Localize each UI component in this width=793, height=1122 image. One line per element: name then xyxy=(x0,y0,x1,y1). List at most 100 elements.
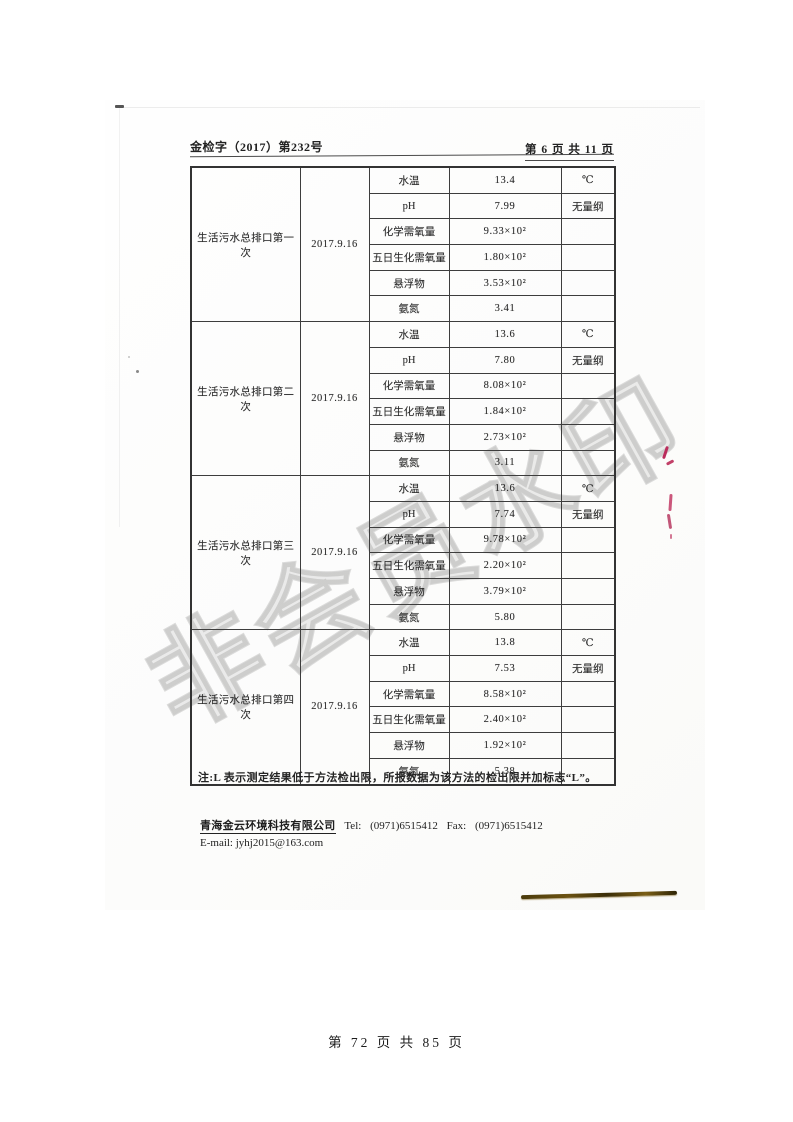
table-row: pH 7.99 无量纲 xyxy=(191,192,616,220)
unit-cell xyxy=(560,244,616,271)
parameter-cell: 五日生化需氧量 xyxy=(368,552,450,579)
unit-cell xyxy=(560,269,616,297)
value-cell: 3.79×10² xyxy=(448,578,562,605)
sample-date-cell: 2017.9.16 xyxy=(299,475,370,631)
unit-cell: ℃ xyxy=(560,475,616,502)
unit-cell: ℃ xyxy=(560,629,616,657)
page-footer: 第 72 页 共 85 页 xyxy=(328,1035,465,1050)
parameter-cell: 化学需氧量 xyxy=(368,526,450,554)
scan-border-artifact xyxy=(119,107,120,527)
sample-date-cell: 2017.9.16 xyxy=(299,629,370,785)
value-cell: 2.40×10² xyxy=(448,706,562,734)
contact-block: 青海金云环境科技有限公司 Tel: (0971)6515412 Fax: (09… xyxy=(200,817,630,849)
table-row: 氨氮 3.11 xyxy=(191,449,616,477)
parameter-cell: 水温 xyxy=(368,321,450,348)
parameter-cell: 悬浮物 xyxy=(368,423,450,451)
unit-cell xyxy=(560,732,616,759)
fax-label: Fax: xyxy=(446,820,467,832)
value-cell: 8.58×10² xyxy=(448,680,562,708)
scan-border-artifact xyxy=(118,107,700,108)
unit-cell: 无量纲 xyxy=(560,346,616,374)
parameter-cell: 化学需氧量 xyxy=(368,218,450,246)
parameter-cell: 五日生化需氧量 xyxy=(368,398,450,425)
table-row: 化学需氧量 9.33×10² xyxy=(191,218,616,246)
unit-cell: ℃ xyxy=(560,321,616,348)
sample-date-cell: 2017.9.16 xyxy=(299,321,370,477)
value-cell: 1.92×10² xyxy=(448,732,562,759)
tel-label: Tel: xyxy=(344,820,362,832)
table-row: 氨氮 3.41 xyxy=(191,295,616,323)
table-row: 五日生化需氧量 1.84×10² xyxy=(191,398,616,425)
parameter-cell: 水温 xyxy=(368,475,450,502)
parameter-cell: 悬浮物 xyxy=(368,269,450,297)
value-cell: 13.6 xyxy=(448,321,562,348)
table-row: 生活污水总排口第二次 2017.9.16 水温 13.6 ℃ xyxy=(190,321,616,477)
table-row: 氨氮 5.80 xyxy=(191,603,616,631)
table-row: pH 7.74 无量纲 xyxy=(191,500,616,528)
unit-cell: 无量纲 xyxy=(560,192,616,220)
table-row: 五日生化需氧量 2.20×10² xyxy=(191,552,616,579)
footnote: 注:L 表示测定结果低于方法检出限，所报数据为该方法的检出限并加标志“L”。 xyxy=(198,772,597,784)
unit-cell xyxy=(560,449,616,477)
parameter-cell: pH xyxy=(368,500,450,528)
table-row: pH 7.53 无量纲 xyxy=(191,655,616,682)
parameter-cell: 氨氮 xyxy=(368,757,450,786)
sample-date-cell: 2017.9.16 xyxy=(299,166,370,323)
parameter-cell: 氨氮 xyxy=(368,295,450,323)
results-table: 生活污水总排口第一次 2017.9.16 水温 13.4 ℃ pH 7.99 无量纲 化学需氧量… xyxy=(190,166,616,786)
company-name: 青海金云环境科技有限公司 xyxy=(200,820,336,834)
unit-cell xyxy=(560,423,616,451)
value-cell: 7.53 xyxy=(448,655,562,682)
parameter-cell: 化学需氧量 xyxy=(368,680,450,708)
value-cell: 13.6 xyxy=(448,475,562,502)
unit-cell xyxy=(560,398,616,425)
unit-cell: 无量纲 xyxy=(560,500,616,528)
email-address: jyhj2015@163.com xyxy=(235,837,324,849)
tel-number: (0971)6515412 xyxy=(370,820,438,832)
value-cell: 3.11 xyxy=(448,449,562,477)
table-row: 悬浮物 3.53×10² xyxy=(191,269,616,297)
parameter-cell: pH xyxy=(368,192,450,220)
value-cell: 9.78×10² xyxy=(448,526,562,554)
unit-cell xyxy=(560,578,616,605)
table-row: 化学需氧量 8.58×10² xyxy=(191,680,616,708)
value-cell: 5.38 xyxy=(448,757,562,786)
value-cell: 3.41 xyxy=(448,295,562,323)
table-row: 化学需氧量 8.08×10² xyxy=(191,372,616,400)
value-cell: 13.8 xyxy=(448,629,562,657)
scan-corner-mark xyxy=(115,105,124,108)
red-ink-mark xyxy=(670,534,672,539)
parameter-cell: 化学需氧量 xyxy=(368,372,450,400)
parameter-cell: pH xyxy=(368,346,450,374)
value-cell: 7.74 xyxy=(448,500,562,528)
unit-cell xyxy=(560,218,616,246)
value-cell: 1.80×10² xyxy=(448,244,562,271)
table-row: pH 7.80 无量纲 xyxy=(191,346,616,374)
fax-number: (0971)6515412 xyxy=(474,820,543,832)
table-row: 化学需氧量 9.78×10² xyxy=(191,526,616,554)
parameter-cell: 水温 xyxy=(368,166,450,194)
unit-cell xyxy=(560,295,616,323)
value-cell: 3.53×10² xyxy=(448,269,562,297)
unit-cell xyxy=(560,757,616,786)
value-cell: 13.4 xyxy=(448,166,562,194)
value-cell: 5.80 xyxy=(448,603,562,631)
parameter-cell: pH xyxy=(368,655,450,682)
email-label: E-mail: xyxy=(200,837,233,849)
table-row: 悬浮物 3.79×10² xyxy=(191,578,616,605)
sample-name-cell: 生活污水总排口第一次 xyxy=(190,166,301,323)
unit-cell xyxy=(560,603,616,631)
parameter-cell: 水温 xyxy=(368,629,450,657)
value-cell: 7.80 xyxy=(448,346,562,374)
value-cell: 1.84×10² xyxy=(448,398,562,425)
sample-name-cell: 生活污水总排口第二次 xyxy=(190,321,301,477)
unit-cell xyxy=(560,706,616,734)
parameter-cell: 五日生化需氧量 xyxy=(368,706,450,734)
scan-speck xyxy=(136,370,139,373)
parameter-cell: 悬浮物 xyxy=(368,578,450,605)
sample-name-cell: 生活污水总排口第三次 xyxy=(190,475,301,631)
value-cell: 8.08×10² xyxy=(448,372,562,400)
table-row: 生活污水总排口第一次 2017.9.16 水温 13.4 ℃ xyxy=(190,166,616,323)
parameter-cell: 五日生化需氧量 xyxy=(368,244,450,271)
